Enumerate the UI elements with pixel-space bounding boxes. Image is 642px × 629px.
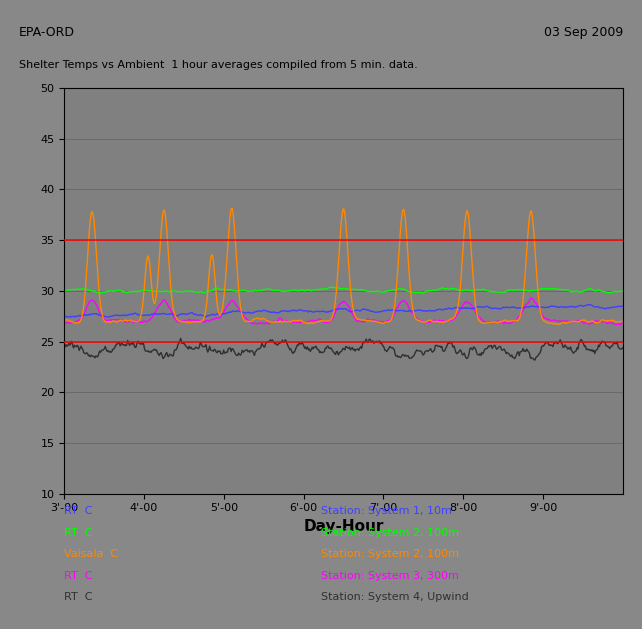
Text: Station: System 2, 100m: Station: System 2, 100m	[321, 528, 459, 538]
Text: RT  C: RT C	[64, 506, 92, 516]
Text: RT  C: RT C	[64, 592, 92, 602]
Text: Station: System 1, 10m: Station: System 1, 10m	[321, 506, 452, 516]
X-axis label: Day-Hour: Day-Hour	[303, 519, 384, 534]
Text: 03 Sep 2009: 03 Sep 2009	[544, 26, 623, 39]
Text: Station: System 3, 300m: Station: System 3, 300m	[321, 571, 459, 581]
Text: Shelter Temps vs Ambient  1 hour averages compiled from 5 min. data.: Shelter Temps vs Ambient 1 hour averages…	[19, 60, 418, 69]
Text: EPA-ORD: EPA-ORD	[19, 26, 75, 39]
Text: RT  C: RT C	[64, 528, 92, 538]
Text: Vaisala  C: Vaisala C	[64, 549, 118, 559]
Text: RT  C: RT C	[64, 571, 92, 581]
Text: Station: System 4, Upwind: Station: System 4, Upwind	[321, 592, 469, 602]
Text: Station: System 2, 100m: Station: System 2, 100m	[321, 549, 459, 559]
